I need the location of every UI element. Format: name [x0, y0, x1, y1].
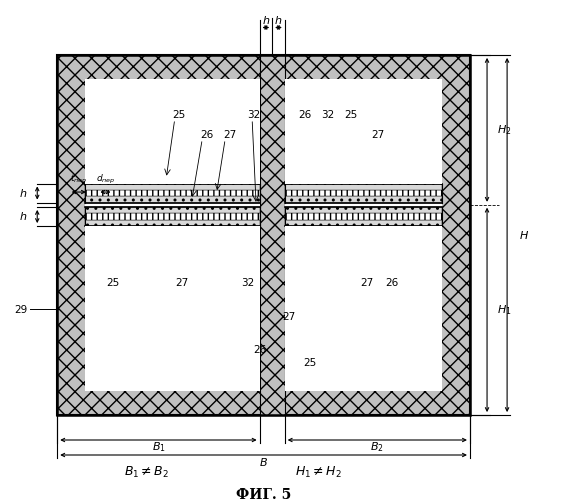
Text: 27: 27 — [360, 278, 373, 287]
Text: 25: 25 — [344, 110, 357, 120]
Text: $h$: $h$ — [262, 14, 270, 26]
Text: $d_{пер}$: $d_{пер}$ — [96, 173, 115, 186]
Text: 27: 27 — [371, 130, 384, 140]
Bar — [285, 214, 442, 220]
Text: $t_{пер}$: $t_{пер}$ — [70, 173, 88, 186]
Bar — [85, 207, 260, 214]
Text: 25: 25 — [304, 358, 317, 368]
Bar — [285, 196, 442, 202]
Text: 27: 27 — [175, 278, 188, 287]
Text: $h$: $h$ — [19, 187, 27, 199]
Text: $H_2$: $H_2$ — [497, 123, 512, 137]
Bar — [285, 190, 442, 196]
Text: $h$: $h$ — [274, 14, 282, 26]
Bar — [57, 55, 470, 415]
Text: $H_1 \neq H_2$: $H_1 \neq H_2$ — [295, 465, 342, 480]
Text: $h$: $h$ — [19, 210, 27, 222]
Text: 25: 25 — [106, 278, 119, 287]
Text: 26: 26 — [201, 130, 214, 140]
Bar — [285, 207, 442, 214]
Text: 29: 29 — [14, 305, 28, 315]
Bar — [85, 79, 260, 391]
Bar — [260, 55, 285, 415]
Bar — [285, 79, 442, 184]
Bar — [285, 184, 442, 190]
Bar — [85, 196, 260, 202]
Text: 25: 25 — [172, 110, 185, 120]
Text: $H_1$: $H_1$ — [497, 303, 512, 317]
Text: 26: 26 — [253, 345, 266, 355]
Text: $B_1 \neq B_2$: $B_1 \neq B_2$ — [124, 465, 168, 480]
Bar — [85, 214, 260, 220]
Text: 26: 26 — [385, 278, 398, 287]
Text: $B$: $B$ — [259, 456, 268, 468]
Bar — [85, 220, 260, 226]
Bar — [57, 55, 470, 415]
Text: ФИГ. 5: ФИГ. 5 — [236, 488, 291, 500]
Bar — [85, 226, 260, 391]
Text: $B_2$: $B_2$ — [370, 440, 384, 454]
Bar — [285, 79, 442, 391]
Bar — [285, 220, 442, 226]
Text: 32: 32 — [248, 110, 261, 120]
Text: 26: 26 — [298, 110, 311, 120]
Text: 27: 27 — [282, 312, 296, 322]
Text: $H$: $H$ — [519, 229, 529, 241]
Bar — [85, 79, 260, 184]
Text: $B_1$: $B_1$ — [151, 440, 166, 454]
Bar — [285, 226, 442, 391]
Text: 32: 32 — [321, 110, 334, 120]
Text: 27: 27 — [223, 130, 237, 140]
Bar — [85, 190, 260, 196]
Bar — [85, 184, 260, 190]
Text: 32: 32 — [241, 278, 254, 287]
